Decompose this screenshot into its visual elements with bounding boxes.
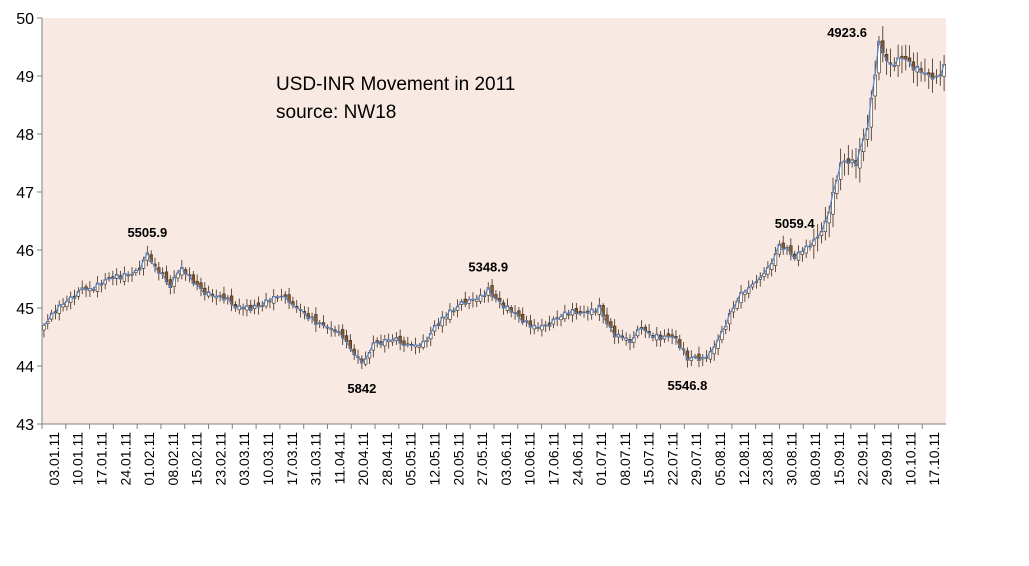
x-tick-label: 11.04.11 [331, 432, 347, 485]
x-tick-label: 01.02.11 [141, 432, 157, 486]
x-tick-label: 23.02.11 [212, 432, 228, 486]
x-tick-label: 03.01.11 [46, 432, 62, 486]
y-axis-ticks: 43 44 45 46 47 48 49 50 [16, 11, 42, 434]
x-tick-label: 24.06.11 [569, 432, 585, 486]
annotation-label: 5059.4 [775, 216, 816, 231]
y-tick-label: 46 [16, 243, 34, 260]
x-tick-label: 08.07.11 [617, 432, 633, 486]
x-tick-label: 20.05.11 [450, 432, 466, 486]
x-tick-label: 17.03.11 [284, 432, 300, 486]
x-tick-label: 15.02.11 [189, 432, 205, 486]
annotation-label: 5348.9 [468, 260, 508, 275]
x-tick-label: 10.01.11 [70, 432, 86, 486]
x-tick-label: 03.06.11 [498, 432, 514, 486]
x-tick-label: 12.08.11 [736, 432, 752, 486]
x-tick-label: 01.07.11 [593, 432, 609, 486]
chart-title: USD-INR Movement in 2011 [276, 74, 515, 95]
annotation-label: 5546.8 [668, 378, 708, 393]
x-tick-label: 10.10.11 [902, 432, 918, 486]
x-tick-label: 24.01.11 [117, 432, 133, 486]
x-tick-label: 29.07.11 [688, 432, 704, 486]
x-tick-label: 17.01.11 [93, 432, 109, 486]
chart-source: source: NW18 [276, 102, 396, 123]
x-tick-label: 05.05.11 [403, 432, 419, 486]
x-tick-label: 05.08.11 [712, 432, 728, 486]
y-tick-label: 48 [16, 127, 34, 144]
x-tick-label: 29.09.11 [879, 432, 895, 486]
x-tick-label: 12.05.11 [427, 432, 443, 486]
x-tick-label: 15.09.11 [831, 432, 847, 486]
x-tick-label: 08.09.11 [807, 432, 823, 486]
x-tick-label: 03.03.11 [236, 432, 252, 486]
x-tick-label: 10.06.11 [522, 432, 538, 486]
x-tick-label: 08.02.11 [165, 432, 181, 486]
annotations: 5505.9 5842 5348.9 5546.8 5059.4 4923.6 [127, 25, 867, 396]
x-tick-label: 31.03.11 [308, 432, 324, 486]
x-tick-label: 22.09.11 [855, 432, 871, 486]
x-tick-label: 17.06.11 [545, 432, 561, 486]
annotation-label: 4923.6 [827, 25, 867, 40]
y-tick-label: 47 [16, 185, 34, 202]
y-tick-label: 45 [16, 301, 34, 318]
y-tick-label: 43 [16, 417, 34, 434]
x-tick-label: 28.04.11 [379, 432, 395, 486]
y-tick-label: 49 [16, 69, 34, 86]
close-price-line [43, 41, 945, 365]
x-tick-label: 30.08.11 [783, 432, 799, 486]
annotation-label: 5505.9 [127, 225, 167, 240]
x-tick-label: 27.05.11 [474, 432, 490, 486]
y-tick-label: 50 [16, 11, 34, 28]
annotation-label: 5842 [347, 381, 376, 396]
candle-body [42, 325, 46, 331]
x-tick-label: 22.07.11 [664, 432, 680, 486]
x-tick-label: 17.10.11 [926, 432, 942, 486]
x-tick-label: 15.07.11 [641, 432, 657, 486]
plot-area-background [42, 18, 946, 424]
x-tick-label: 23.08.11 [760, 432, 776, 486]
x-tick-label: 20.04.11 [355, 432, 371, 486]
y-tick-label: 44 [16, 359, 34, 376]
x-tick-label: 10.03.11 [260, 432, 276, 486]
x-axis-ticks: 03.01.11 10.01.11 17.01.11 24.01.11 01.02.11… [41, 424, 942, 486]
